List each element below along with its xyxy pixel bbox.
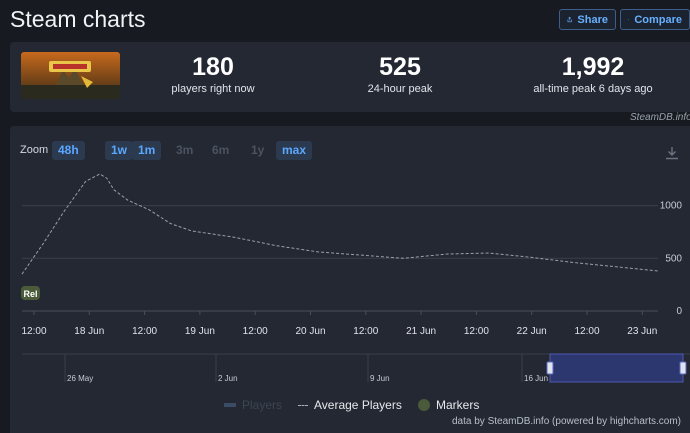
y-tick-label: 0	[676, 306, 682, 317]
page-title: Steam charts	[10, 6, 146, 32]
navigator-tick-label: 26 May	[67, 374, 93, 383]
legend-markers-swatch	[418, 399, 430, 411]
share-icon	[567, 16, 572, 23]
legend-markers-label: Markers	[436, 398, 480, 412]
legend-markers[interactable]: Markers	[418, 398, 479, 412]
x-tick-label: 19 Jun	[185, 326, 215, 337]
navigator-handle-left[interactable]	[546, 361, 554, 375]
stat-24h-peak: 525 24-hour peak	[340, 54, 460, 95]
legend-average-label: Average Players	[314, 398, 402, 412]
share-label: Share	[577, 13, 608, 26]
navigator-tick-label: 16 Jun	[524, 374, 548, 383]
y-tick-label: 1000	[660, 201, 683, 212]
x-tick-label: 21 Jun	[406, 326, 436, 337]
navigator-selection[interactable]	[549, 353, 684, 383]
download-icon[interactable]	[665, 146, 679, 160]
x-tick-label: 22 Jun	[517, 326, 547, 337]
zoom-max-button[interactable]: max	[276, 141, 313, 160]
compare-icon	[628, 18, 630, 21]
stat-players-now: 180 players right now	[153, 54, 273, 95]
legend-average-players[interactable]: Average Players	[298, 398, 402, 412]
compare-button[interactable]: Compare	[620, 9, 690, 30]
stat-label: players right now	[171, 83, 255, 95]
x-tick-label: 12:00	[243, 326, 268, 337]
compare-label: Compare	[634, 13, 682, 26]
x-tick-label: 23 Jun	[627, 326, 657, 337]
x-tick-label: 18 Jun	[74, 326, 104, 337]
stat-label: all-time peak 6 days ago	[533, 83, 653, 95]
y-tick-label: 500	[665, 253, 682, 264]
x-tick-label: 12:00	[21, 326, 46, 337]
zoom-6m-button: 6m	[212, 143, 230, 157]
legend-players-label: Players	[242, 398, 283, 412]
zoom-1y-button: 1y	[251, 143, 265, 157]
legend-players-swatch	[224, 403, 236, 407]
x-tick-label: 12:00	[464, 326, 489, 337]
release-marker[interactable]	[21, 286, 40, 300]
stat-all-time-peak: 1,992 all-time peak 6 days ago	[513, 54, 673, 95]
x-tick-label: 20 Jun	[295, 326, 325, 337]
x-tick-label: 12:00	[574, 326, 599, 337]
x-tick-label: 12:00	[353, 326, 378, 337]
zoom-3m-button: 3m	[176, 143, 194, 157]
stats-card: 180 players right now 525 24-hour peak 1…	[10, 42, 690, 112]
legend-players[interactable]: Players	[224, 398, 282, 412]
zoom-1m-button[interactable]: 1m	[132, 141, 162, 160]
credit-top[interactable]: SteamDB.info	[630, 112, 690, 123]
stat-value: 1,992	[561, 53, 625, 81]
stat-value: 180	[192, 53, 234, 81]
game-thumbnail[interactable]	[21, 52, 120, 99]
zoom-1w-button[interactable]: 1w	[105, 141, 134, 160]
stat-value: 525	[379, 53, 421, 81]
players-chart[interactable]: 1000 500 0 Rel 12:00 18 Jun 12:00 19 Jun 12:00…	[10, 126, 690, 396]
credit-bottom[interactable]: data by SteamDB.info (powered by highcha…	[452, 416, 681, 427]
series-average-players[interactable]	[21, 173, 659, 275]
navigator-tick-label: 9 Jun	[370, 374, 390, 383]
zoom-label: Zoom	[20, 144, 49, 156]
share-button[interactable]: Share	[559, 9, 616, 30]
navigator-tick-label: 2 Jun	[218, 374, 238, 383]
release-marker-label: Rel	[23, 289, 37, 299]
x-tick-label: 12:00	[132, 326, 157, 337]
legend-average-swatch	[298, 404, 308, 406]
stat-label: 24-hour peak	[367, 83, 433, 95]
chart-panel: Zoom 48h 1w 1m 3m 6m 1y max 1000 500 0 Rel…	[10, 126, 690, 433]
zoom-48h-button[interactable]: 48h	[52, 141, 85, 160]
navigator-handle-right[interactable]	[679, 361, 687, 375]
